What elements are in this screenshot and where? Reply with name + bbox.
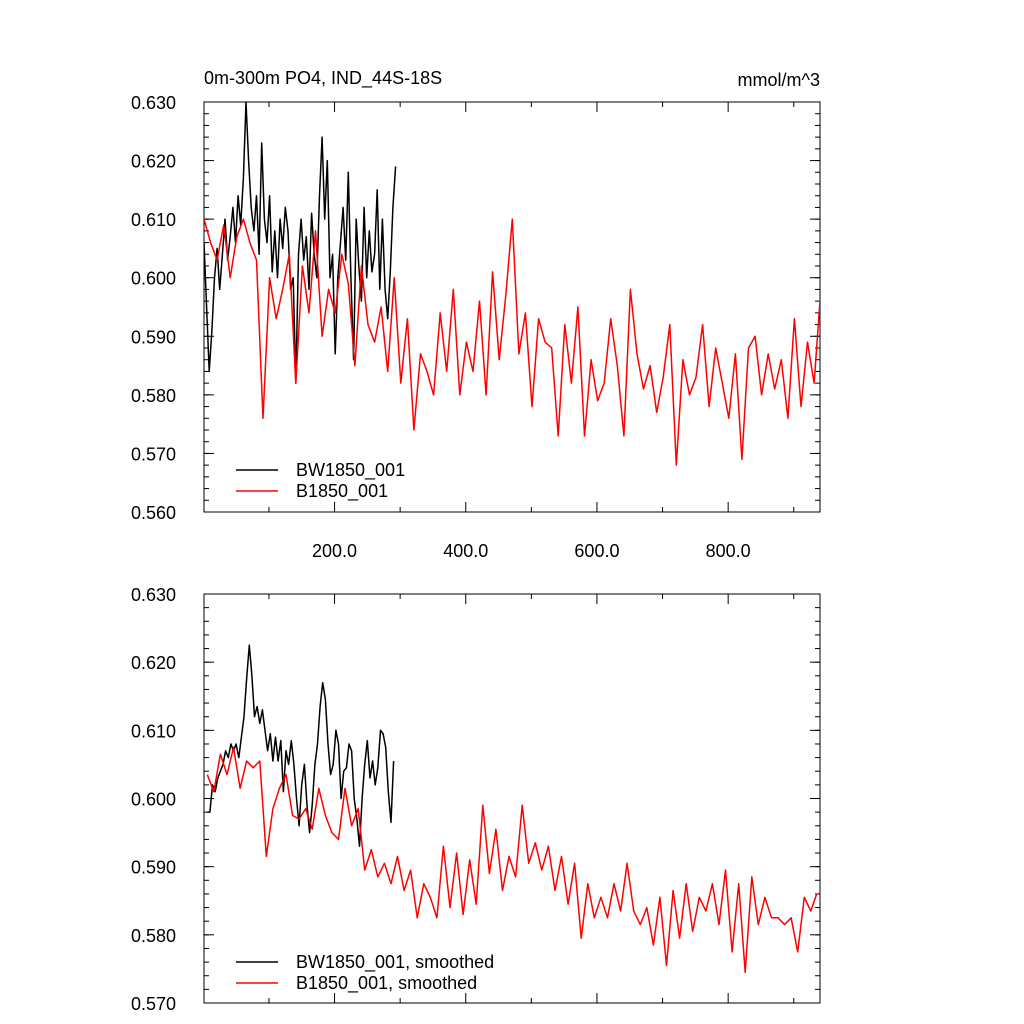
x-tick-label: 400.0 [443, 541, 488, 561]
y-tick-label: 0.630 [131, 93, 176, 113]
y-tick-label: 0.600 [131, 790, 176, 810]
y-tick-label: 0.590 [131, 858, 176, 878]
y-tick-label: 0.560 [131, 503, 176, 523]
top-panel: 0m-300m PO4, IND_44S-18S mmol/m^3 0.560 0… [131, 68, 821, 561]
plot-frame [203, 101, 821, 513]
y-tick-label: 0.590 [131, 327, 176, 347]
y-tick-label: 0.610 [131, 721, 176, 741]
y-tick-label: 0.620 [131, 653, 176, 673]
x-tick-label: 800.0 [706, 541, 751, 561]
legend-label: B1850_001, smoothed [296, 973, 477, 994]
y-tick-label: 0.570 [131, 994, 176, 1014]
series-line-black [207, 644, 395, 847]
y-tick-label: 0.580 [131, 386, 176, 406]
bottom-panel: 0.570 0.580 0.590 0.600 0.610 0.620 0.630 BW185… [131, 585, 821, 1014]
x-tick-label: 200.0 [312, 541, 357, 561]
y-tick-label: 0.580 [131, 926, 176, 946]
y-tick-label: 0.610 [131, 210, 176, 230]
legend-label: BW1850_001 [296, 460, 405, 481]
y-tick-label: 0.620 [131, 152, 176, 172]
chart-title: 0m-300m PO4, IND_44S-18S [204, 68, 442, 89]
legend-label: BW1850_001, smoothed [296, 952, 494, 973]
series-line-black [204, 102, 397, 384]
x-tick-label: 600.0 [574, 541, 619, 561]
series-line-red [206, 746, 818, 974]
series-line-red [204, 218, 820, 466]
y-tick-label: 0.570 [131, 444, 176, 464]
y-tick-label: 0.630 [131, 585, 176, 605]
y-tick-label: 0.600 [131, 269, 176, 289]
legend-label: B1850_001 [296, 481, 388, 502]
chart-units: mmol/m^3 [738, 70, 820, 90]
